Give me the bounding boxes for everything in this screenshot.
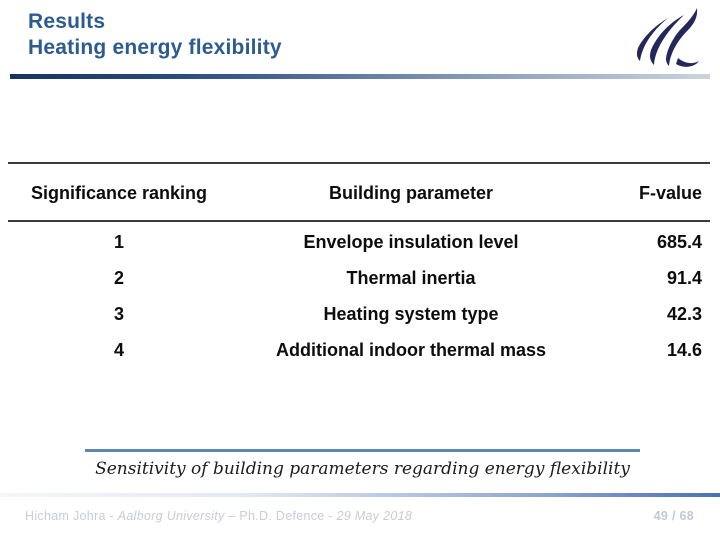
cell-f-value: 685.4 (656, 232, 702, 252)
title-line-topic: Heating energy flexibility (28, 36, 282, 59)
cell-f-value: 91.4 (666, 268, 702, 288)
cell-rank: 1 (113, 232, 124, 252)
cell-f-value: 14.6 (666, 340, 702, 360)
footer-university: Aalborg University (117, 509, 225, 523)
footer-author: Hicham Johra - (25, 509, 118, 523)
table-caption: Sensitivity of building parameters regar… (95, 459, 630, 479)
footer-date: 29 May 2018 (336, 509, 413, 523)
table-header-rule (8, 220, 710, 222)
cell-parameter: Additional indoor thermal mass (275, 340, 547, 360)
cell-f-value: 42.3 (666, 304, 702, 324)
cell-parameter: Thermal inertia (346, 268, 476, 288)
header-significance-ranking: Significance ranking (30, 183, 208, 203)
cell-parameter: Heating system type (323, 304, 499, 324)
table-row: 3 Heating system type 42.3 (8, 304, 710, 325)
title-line-results: Results (28, 10, 106, 33)
table-row: 2 Thermal inertia 91.4 (8, 268, 710, 289)
table-header-row: Significance ranking Building parameter … (8, 183, 710, 204)
slide-title: Results Heating energy flexibility (28, 9, 282, 61)
cell-rank: 3 (113, 304, 124, 324)
cell-parameter: Envelope insulation level (303, 232, 519, 252)
footer-event: – Ph.D. Defence - (224, 509, 337, 523)
header-f-value: F-value (638, 183, 702, 203)
cell-rank: 2 (113, 268, 124, 288)
page-number: 49 / 68 (653, 509, 694, 523)
aalborg-university-logo-icon (636, 8, 699, 67)
table-row: 4 Additional indoor thermal mass 14.6 (8, 340, 710, 361)
table-row: 1 Envelope insulation level 685.4 (8, 232, 710, 253)
title-divider (10, 74, 710, 79)
header-building-parameter: Building parameter (328, 183, 494, 203)
cell-rank: 4 (113, 340, 124, 360)
caption-rule (85, 449, 640, 452)
table-top-rule (8, 162, 710, 164)
footer-divider (0, 493, 720, 497)
footer-credit: Hicham Johra - Aalborg University – Ph.D… (25, 509, 412, 523)
